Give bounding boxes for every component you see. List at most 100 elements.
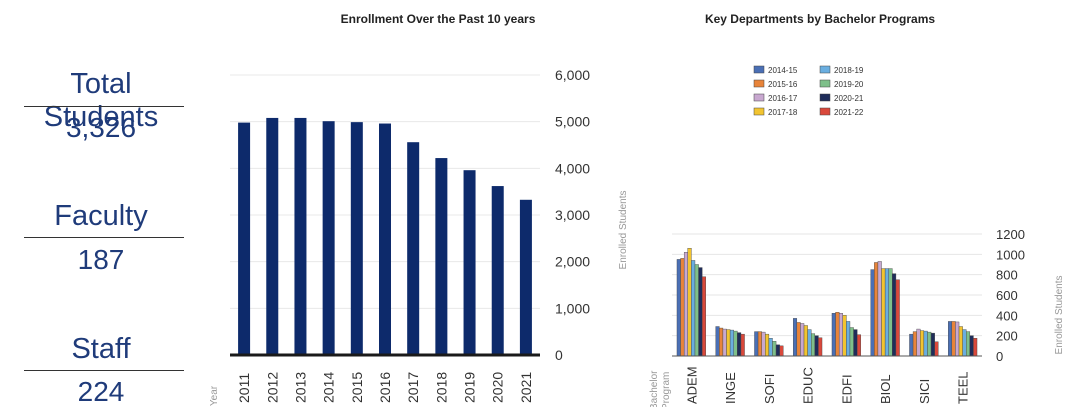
enrollment-x-tick-label: 2016 xyxy=(377,372,393,403)
departments-bar xyxy=(835,312,840,357)
stats-panel: Total Students 3,326 Faculty 187 Staff 2… xyxy=(0,0,200,407)
departments-bar xyxy=(962,329,967,357)
departments-bar xyxy=(831,313,836,357)
departments-bar xyxy=(853,329,858,357)
enrollment-bar xyxy=(379,123,391,356)
departments-bar xyxy=(958,326,963,357)
departments-x-axis-title: Bachelor Program xyxy=(649,370,672,407)
enrollment-y-tick-label: 6,000 xyxy=(555,67,590,83)
departments-bar xyxy=(698,267,703,357)
legend-label: 2019-20 xyxy=(834,80,864,89)
departments-bars xyxy=(672,248,982,357)
departments-legend: 2014-15 2015-16 2016-17 2017-18 2018-19 2019-… xyxy=(753,65,864,117)
enrollment-y-tick-label: 5,000 xyxy=(555,114,590,130)
departments-bar xyxy=(909,333,914,357)
enrollment-x-tick-label: 2014 xyxy=(321,372,337,403)
departments-x-tick-label: SICI xyxy=(917,379,932,404)
enrollment-bar xyxy=(238,122,251,355)
departments-x-tick-label: EDUC xyxy=(801,367,816,404)
legend-swatch xyxy=(819,93,831,102)
departments-bar xyxy=(691,260,696,357)
enrollment-bar xyxy=(407,142,420,355)
departments-x-axis-title-line: Program xyxy=(661,372,672,407)
departments-bar xyxy=(676,259,681,357)
departments-bar xyxy=(814,335,819,357)
departments-bar xyxy=(842,315,847,357)
departments-y-tick-label: 1000 xyxy=(996,247,1025,262)
departments-bar xyxy=(849,327,854,357)
enrollment-x-tick-label: 2017 xyxy=(405,372,421,403)
departments-bar xyxy=(870,269,875,357)
departments-bar xyxy=(895,279,900,357)
legend-swatch xyxy=(819,79,831,88)
enrollment-chart-title: Enrollment Over the Past 10 years xyxy=(341,12,536,26)
enrollment-y-axis-title: Enrolled Students xyxy=(618,191,629,270)
enrollment-x-tick-label: 2021 xyxy=(518,372,534,403)
enrollment-y-tick-label: 3,000 xyxy=(555,207,590,223)
departments-bar xyxy=(966,331,971,357)
departments-bar xyxy=(775,344,780,357)
total-students-divider xyxy=(24,106,184,107)
departments-bar xyxy=(765,333,770,357)
enrollment-x-axis-title: Year xyxy=(209,385,220,406)
staff-divider xyxy=(24,370,184,371)
enrollment-y-tick-label: 1,000 xyxy=(555,300,590,316)
departments-chart-title: Key Departments by Bachelor Programs xyxy=(705,12,935,26)
departments-bar xyxy=(923,330,928,357)
legend-label: 2021-22 xyxy=(834,108,864,117)
enrollment-x-tick-label: 2011 xyxy=(236,373,252,403)
departments-x-axis-title-line: Bachelor xyxy=(649,370,660,407)
departments-bar xyxy=(881,268,886,357)
faculty-divider xyxy=(24,237,184,238)
departments-bar xyxy=(856,334,861,357)
enrollment-x-tick-label: 2013 xyxy=(292,372,308,403)
departments-x-tick-label: ADEM xyxy=(684,366,699,404)
departments-bar xyxy=(920,330,925,357)
departments-bar xyxy=(793,318,798,357)
departments-bar xyxy=(761,331,766,357)
enrollment-bar xyxy=(322,121,335,355)
departments-bar xyxy=(874,262,879,357)
departments-bar xyxy=(719,327,724,357)
departments-bar xyxy=(951,321,956,357)
departments-y-tick-label: 200 xyxy=(996,329,1018,344)
departments-bar xyxy=(955,321,960,357)
departments-bar xyxy=(733,330,738,357)
enrollment-x-ticks: 2011 2012 2013 2014 2015 2016 2017 2018 2019 2020… xyxy=(236,372,534,403)
faculty-label: Faculty xyxy=(54,200,148,232)
staff-label: Staff xyxy=(71,333,131,365)
enrollment-bar xyxy=(491,186,504,355)
departments-x-ticks: ADEM INGE SOFI EDUC EDFI BIOL SICI TEEL xyxy=(684,366,970,404)
departments-bar xyxy=(846,321,851,357)
departments-bar xyxy=(811,333,816,357)
enrollment-bar xyxy=(435,158,448,355)
legend-swatch xyxy=(819,65,831,74)
departments-bar xyxy=(768,338,773,357)
departments-bar xyxy=(948,321,953,357)
departments-bar xyxy=(726,329,731,357)
departments-bar xyxy=(884,268,889,357)
departments-bar xyxy=(687,248,692,357)
departments-bar xyxy=(927,331,932,357)
faculty-value: 187 xyxy=(77,244,125,275)
departments-bar xyxy=(779,345,784,357)
enrollment-x-tick-label: 2020 xyxy=(490,372,506,403)
departments-x-tick-label: BIOL xyxy=(878,374,893,404)
departments-bar xyxy=(838,313,843,357)
departments-chart: Key Departments by Bachelor Programs 201… xyxy=(649,12,1065,407)
enrollment-bar xyxy=(294,117,307,355)
staff-value: 224 xyxy=(77,376,125,407)
enrollment-bar xyxy=(519,199,532,355)
departments-y-tick-label: 0 xyxy=(996,349,1003,364)
departments-bar xyxy=(818,337,823,357)
departments-bar xyxy=(796,322,801,357)
enrollment-y-tick-label: 4,000 xyxy=(555,160,590,176)
departments-bar xyxy=(892,273,897,357)
departments-bar xyxy=(715,326,720,357)
departments-bar xyxy=(701,276,706,357)
departments-y-axis-title: Enrolled Students xyxy=(1054,276,1065,355)
total-students-value: 3,326 xyxy=(65,112,137,143)
enrollment-x-tick-label: 2018 xyxy=(433,372,449,403)
departments-y-tick-label: 800 xyxy=(996,268,1018,283)
